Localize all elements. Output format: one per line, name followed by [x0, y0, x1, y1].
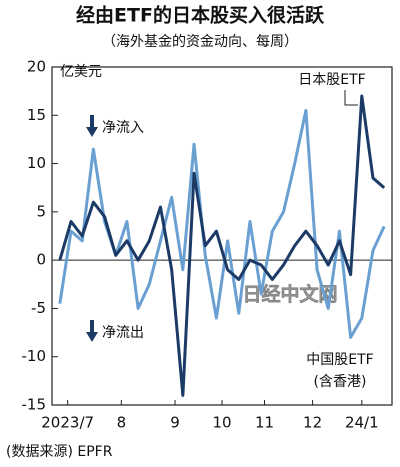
y-tick-label: 15 — [27, 106, 46, 124]
y-tick-label: -5 — [31, 299, 46, 317]
inflow-label: 净流入 — [102, 120, 144, 136]
y-tick-label: 10 — [27, 154, 46, 172]
chart-title: 经由ETF的日本股买入很活跃 — [76, 4, 325, 27]
arrow-up — [86, 115, 98, 137]
legend-japan: 日本股ETF — [298, 72, 365, 88]
x-tick-label: 9 — [170, 414, 180, 432]
x-tick-label: 12 — [303, 414, 322, 432]
y-tick-label: -15 — [22, 396, 47, 414]
y-tick-label: 20 — [27, 58, 46, 76]
series-line — [58, 94, 386, 397]
y-unit: 亿美元 — [60, 64, 102, 80]
y-tick-label: 0 — [36, 251, 46, 269]
source: (数据来源) EPFR — [6, 444, 113, 460]
y-tick-label: -10 — [22, 347, 47, 365]
subtitle: （海外基金的资金动向、每周） — [102, 33, 298, 50]
x-tick-label: 8 — [117, 414, 127, 432]
y-tick-label: 5 — [36, 202, 46, 220]
watermark: 日经中文网 — [242, 283, 337, 306]
legend-china: 中国股ETF — [306, 352, 373, 368]
x-tick-label: 2023/7 — [41, 414, 94, 432]
arrow-down — [86, 320, 98, 342]
x-tick-label: 11 — [255, 414, 274, 432]
china-note: (含香港) — [314, 374, 367, 390]
x-tick-label: 10 — [212, 414, 231, 432]
leader-line — [344, 90, 358, 106]
x-tick-label: 24/1 — [345, 414, 379, 432]
outflow-label: 净流出 — [102, 325, 144, 341]
